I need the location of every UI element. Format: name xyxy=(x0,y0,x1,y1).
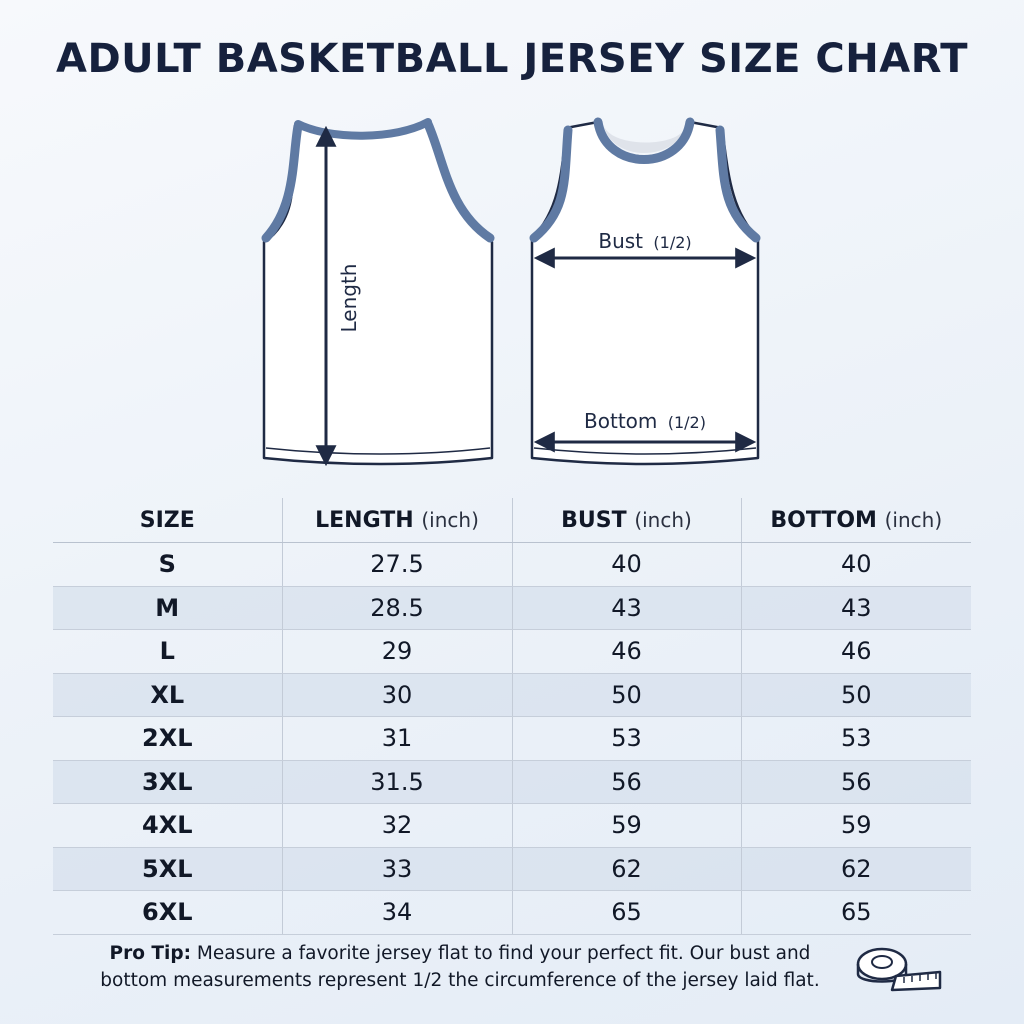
length-cell: 31 xyxy=(281,716,512,761)
bottom-cell: 65 xyxy=(740,890,971,935)
bust-cell: 43 xyxy=(511,586,741,630)
header-length: LENGTH (inch) xyxy=(281,498,512,543)
size-cell: 5XL xyxy=(53,847,282,891)
table-row: 6XL 34 65 65 xyxy=(53,890,971,935)
length-cell: 34 xyxy=(281,890,512,935)
bottom-cell: 43 xyxy=(740,586,971,630)
bust-cell: 53 xyxy=(511,716,741,761)
length-cell: 28.5 xyxy=(281,586,512,630)
header-size: SIZE xyxy=(53,498,282,543)
size-cell: S xyxy=(53,542,282,587)
table-row: 2XL 31 53 53 xyxy=(53,716,971,761)
length-cell: 31.5 xyxy=(281,760,512,804)
size-cell: 6XL xyxy=(53,890,282,935)
bottom-cell: 40 xyxy=(740,542,971,587)
table-row: XL 30 50 50 xyxy=(53,673,971,717)
size-cell: 3XL xyxy=(53,760,282,804)
bottom-cell: 59 xyxy=(740,803,971,848)
size-table: SIZE LENGTH (inch) BUST (inch) BOTTOM (i… xyxy=(53,498,971,935)
size-cell: XL xyxy=(53,673,282,717)
table-row: M 28.5 43 43 xyxy=(53,586,971,630)
table-row: 4XL 32 59 59 xyxy=(53,803,971,848)
jersey-back-view: Length xyxy=(261,118,495,467)
bust-cell: 62 xyxy=(511,847,741,891)
bottom-label: Bottom xyxy=(584,409,657,433)
bust-cell: 40 xyxy=(511,542,741,587)
bust-cell: 56 xyxy=(511,760,741,804)
length-cell: 29 xyxy=(281,629,512,674)
pro-tip-line1: Measure a favorite jersey flat to find y… xyxy=(196,943,811,964)
svg-text:Bottom (1/2): Bottom (1/2) xyxy=(584,409,706,433)
length-cell: 33 xyxy=(281,847,512,891)
bottom-cell: 56 xyxy=(740,760,971,804)
length-cell: 27.5 xyxy=(281,542,512,587)
bust-cell: 65 xyxy=(511,890,741,935)
pro-tip: Pro Tip: Measure a favorite jersey flat … xyxy=(70,940,850,994)
bust-cell: 50 xyxy=(511,673,741,717)
length-cell: 30 xyxy=(281,673,512,717)
page-title: ADULT BASKETBALL JERSEY SIZE CHART xyxy=(56,36,968,82)
pro-tip-line2: bottom measurements represent 1/2 the ci… xyxy=(100,970,820,991)
length-cell: 32 xyxy=(281,803,512,848)
table-row: 5XL 33 62 62 xyxy=(53,847,971,891)
length-label: Length xyxy=(337,264,361,333)
header-bottom: BOTTOM (inch) xyxy=(740,498,971,543)
size-cell: M xyxy=(53,586,282,630)
bust-cell: 46 xyxy=(511,629,741,674)
size-cell: 2XL xyxy=(53,716,282,761)
svg-text:Bust (1/2): Bust (1/2) xyxy=(598,229,691,253)
bust-cell: 59 xyxy=(511,803,741,848)
jersey-illustration: Length Bust (1/2) Bottom (1/2) xyxy=(261,117,761,467)
table-row: 3XL 31.5 56 56 xyxy=(53,760,971,804)
table-row: L 29 46 46 xyxy=(53,629,971,674)
pro-tip-lead: Pro Tip: xyxy=(109,943,191,964)
bottom-cell: 46 xyxy=(740,629,971,674)
jersey-front-view: Bust (1/2) Bottom (1/2) xyxy=(529,117,761,466)
table-header-row: SIZE LENGTH (inch) BUST (inch) BOTTOM (i… xyxy=(53,498,971,543)
bottom-cell: 62 xyxy=(740,847,971,891)
bust-fraction: (1/2) xyxy=(653,233,691,252)
size-cell: L xyxy=(53,629,282,674)
header-bust: BUST (inch) xyxy=(511,498,741,543)
measuring-tape-icon xyxy=(856,947,942,992)
bottom-cell: 50 xyxy=(740,673,971,717)
bust-label: Bust xyxy=(598,229,643,253)
bottom-cell: 53 xyxy=(740,716,971,761)
size-cell: 4XL xyxy=(53,803,282,848)
table-row: S 27.5 40 40 xyxy=(53,542,971,587)
bottom-fraction: (1/2) xyxy=(668,413,706,432)
